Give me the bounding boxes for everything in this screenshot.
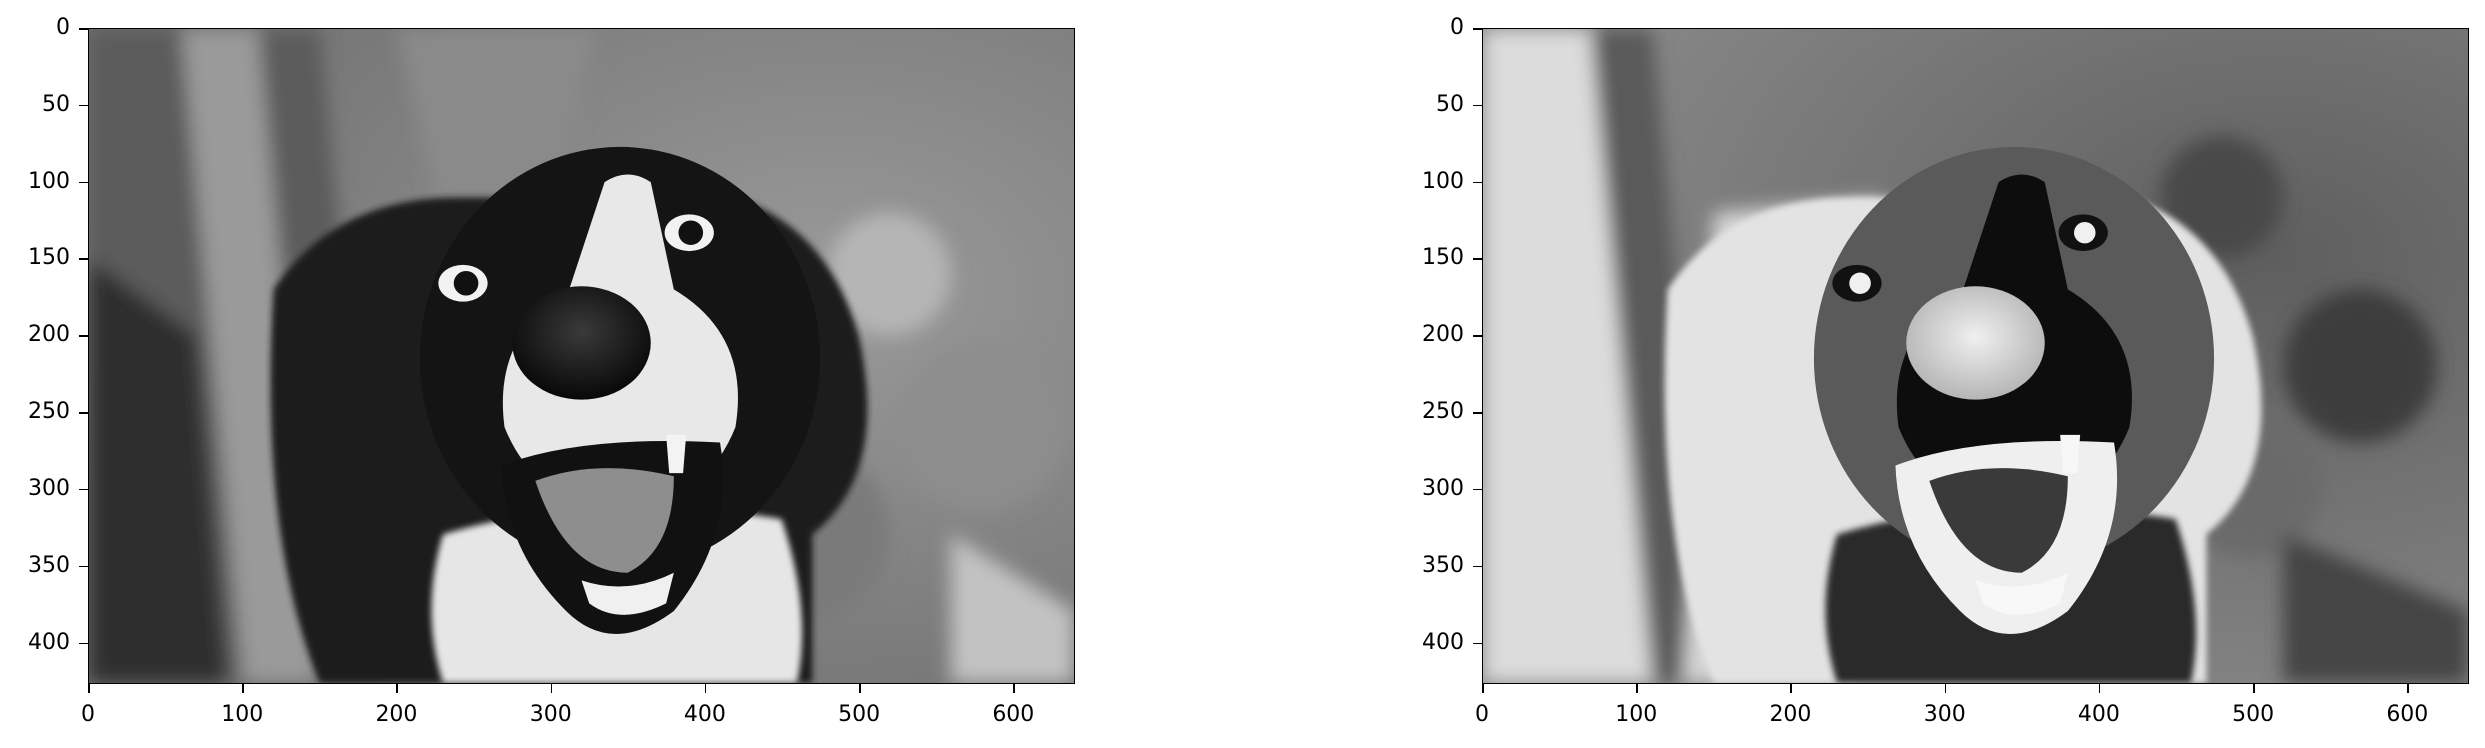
- y-tick-label: 350: [28, 554, 88, 577]
- x-tick-label: 500: [838, 684, 880, 726]
- y-tick-label: 400: [28, 631, 88, 654]
- left-image-frame: [88, 28, 1075, 684]
- y-tick-label: 250: [1422, 401, 1482, 423]
- x-tick-label: 400: [684, 684, 726, 726]
- x-tick-label: 200: [375, 684, 417, 726]
- dog-photo-grayscale: [89, 29, 1074, 683]
- y-tick-label: 200: [28, 324, 88, 346]
- y-tick-label: 50: [42, 93, 88, 116]
- y-tick-label: 100: [28, 170, 88, 193]
- x-tick-label: 400: [2078, 684, 2120, 726]
- y-tick-label: 300: [1422, 477, 1482, 500]
- x-tick-label: 100: [221, 684, 263, 726]
- right-image-panel: 0 50 100 150 200 250 300 350 400 0 100 2…: [1422, 17, 2469, 726]
- x-tick-label: 500: [2232, 684, 2274, 726]
- y-tick-label: 150: [28, 247, 88, 269]
- dog-photo-processed: [1483, 29, 2468, 683]
- y-tick-label: 300: [28, 477, 88, 500]
- x-tick-label: 600: [2386, 684, 2428, 726]
- x-tick-label: 600: [992, 684, 1034, 726]
- y-tick-label: 350: [1422, 554, 1482, 577]
- y-tick-label: 0: [56, 17, 88, 39]
- y-tick-label: 400: [1422, 631, 1482, 654]
- x-tick-label: 300: [530, 684, 572, 726]
- x-tick-label: 200: [1769, 684, 1811, 726]
- x-tick-label: 300: [1924, 684, 1966, 726]
- y-tick-label: 250: [28, 401, 88, 423]
- x-tick-label: 0: [1475, 684, 1489, 726]
- right-image-frame: [1482, 28, 2469, 684]
- y-tick-label: 200: [1422, 324, 1482, 346]
- y-tick-label: 100: [1422, 170, 1482, 193]
- y-tick-label: 150: [1422, 247, 1482, 269]
- x-tick-label: 100: [1615, 684, 1657, 726]
- x-tick-label: 0: [81, 684, 95, 726]
- left-image-panel: 0 50 100 150 200 250 300 350 400 0 100 2…: [28, 17, 1075, 726]
- y-tick-label: 50: [1436, 93, 1482, 116]
- y-tick-label: 0: [1450, 17, 1482, 39]
